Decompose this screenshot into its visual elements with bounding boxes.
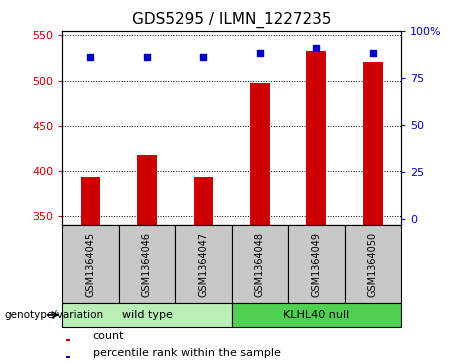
Bar <box>62 225 118 303</box>
Text: GSM1364047: GSM1364047 <box>198 232 208 297</box>
Text: wild type: wild type <box>122 310 172 320</box>
Bar <box>65 339 70 341</box>
Bar <box>231 303 401 327</box>
Bar <box>81 177 100 225</box>
Bar <box>65 356 70 358</box>
Text: count: count <box>93 331 124 341</box>
Point <box>256 50 264 56</box>
Text: GSM1364048: GSM1364048 <box>255 232 265 297</box>
Text: percentile rank within the sample: percentile rank within the sample <box>93 348 281 358</box>
Text: KLHL40 null: KLHL40 null <box>283 310 349 320</box>
Bar <box>344 225 401 303</box>
Bar <box>288 225 344 303</box>
Bar <box>175 225 231 303</box>
Title: GDS5295 / ILMN_1227235: GDS5295 / ILMN_1227235 <box>132 12 331 28</box>
Point <box>313 45 320 51</box>
Bar <box>137 155 157 225</box>
Bar <box>231 225 288 303</box>
Point <box>200 54 207 60</box>
Bar <box>363 62 383 225</box>
Point <box>143 54 151 60</box>
Bar <box>307 51 326 225</box>
Text: GSM1364045: GSM1364045 <box>85 232 95 297</box>
Point <box>369 50 377 56</box>
Bar <box>118 225 175 303</box>
Text: GSM1364046: GSM1364046 <box>142 232 152 297</box>
Bar <box>194 177 213 225</box>
Text: GSM1364049: GSM1364049 <box>311 232 321 297</box>
Bar <box>62 303 231 327</box>
Text: genotype/variation: genotype/variation <box>5 310 104 320</box>
Bar <box>250 83 270 225</box>
Point <box>87 54 94 60</box>
Text: GSM1364050: GSM1364050 <box>368 232 378 297</box>
